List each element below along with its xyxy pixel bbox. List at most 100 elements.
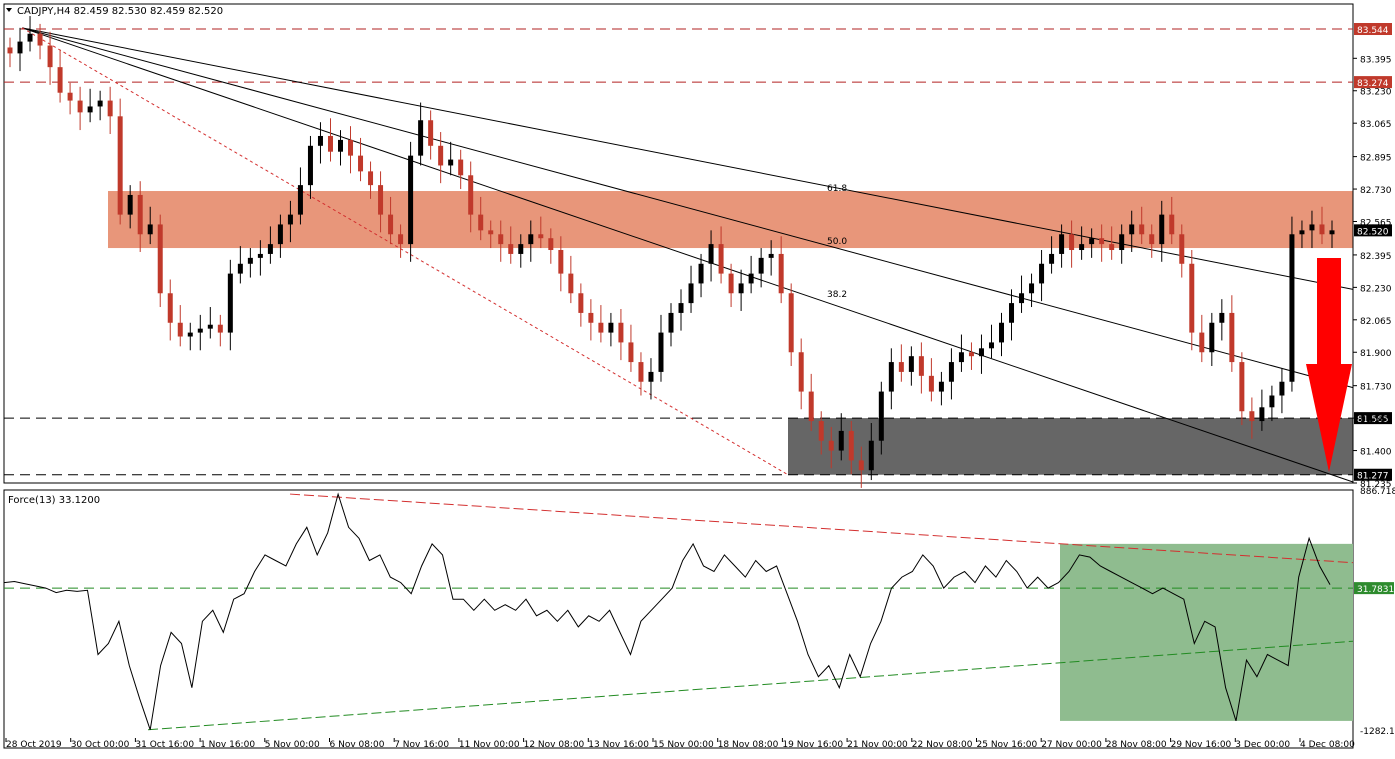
candle-body xyxy=(968,352,974,357)
candle-body xyxy=(999,322,1004,343)
candle-body xyxy=(237,263,243,274)
candle-body xyxy=(1249,411,1255,422)
level-label: 81.565 xyxy=(1357,415,1389,425)
price-tick-label: 82.065 xyxy=(1360,317,1392,327)
candle-body xyxy=(1049,253,1055,264)
candle-body xyxy=(438,145,444,166)
candle-body xyxy=(47,45,53,68)
candle-body xyxy=(17,41,23,54)
candle-body xyxy=(428,120,434,146)
fib-label: 61.8 xyxy=(827,184,847,194)
candle-body xyxy=(1039,263,1045,284)
candle-body xyxy=(1079,244,1085,251)
candle-body xyxy=(688,283,694,304)
candle-body xyxy=(277,224,283,245)
candle-body xyxy=(358,155,364,172)
x-tick-label: 28 Oct 2019 xyxy=(6,740,62,750)
candle-body xyxy=(1279,381,1285,396)
candle-body xyxy=(478,214,484,231)
fib-label: 38.2 xyxy=(827,290,847,300)
x-tick-label: 6 Nov 08:00 xyxy=(330,740,385,750)
candle-body xyxy=(408,155,414,245)
candle-body xyxy=(548,238,554,251)
candle-body xyxy=(1269,395,1275,408)
candle-body xyxy=(458,159,464,176)
x-tick-label: 18 Nov 08:00 xyxy=(718,740,779,750)
fib-line-61 xyxy=(21,27,1354,290)
price-tick-label: 81.235 xyxy=(1360,480,1392,490)
force-zone xyxy=(1060,543,1353,721)
force-value-label: 31.7831 xyxy=(1357,585,1394,595)
candle-body xyxy=(1299,230,1305,235)
candle-body xyxy=(1089,238,1095,245)
candle-body xyxy=(1259,407,1265,422)
candle-body xyxy=(317,135,323,146)
candle-body xyxy=(257,253,263,258)
candle-body xyxy=(508,244,514,254)
level-label: 81.277 xyxy=(1357,472,1389,482)
symbol-header: CADJPY,H4 82.459 82.530 82.459 82.520 xyxy=(17,6,223,17)
candle-body xyxy=(1169,214,1175,235)
candle-body xyxy=(1309,224,1315,231)
x-tick-label: 15 Nov 00:00 xyxy=(653,740,714,750)
force-trend-green xyxy=(147,640,1354,731)
candle-body xyxy=(468,175,474,215)
candle-body xyxy=(498,234,504,245)
candle-body xyxy=(528,234,534,245)
collapse-icon xyxy=(6,8,12,12)
x-tick-label: 29 Nov 16:00 xyxy=(1171,740,1232,750)
candle-body xyxy=(748,273,754,284)
candle-body xyxy=(778,253,784,294)
candle-body xyxy=(668,312,674,333)
x-tick-label: 1 Nov 16:00 xyxy=(200,740,255,750)
candle-body xyxy=(1219,312,1225,323)
candle-body xyxy=(698,263,704,284)
candle-body xyxy=(858,460,864,471)
candle-body xyxy=(1149,234,1155,245)
candle-body xyxy=(107,100,113,117)
candle-body xyxy=(608,322,614,333)
candle-body xyxy=(388,214,394,235)
price-frame xyxy=(3,3,1354,484)
candle-body xyxy=(297,185,303,215)
candle-body xyxy=(988,342,994,349)
candle-body xyxy=(658,332,664,372)
candle-body xyxy=(1329,230,1335,235)
candle-body xyxy=(157,224,163,294)
candle-body xyxy=(307,145,313,186)
candle-body xyxy=(898,362,904,372)
price-tick-label: 81.565 xyxy=(1360,415,1392,425)
candle-body xyxy=(418,120,424,156)
arrow-shaft xyxy=(1317,258,1341,366)
x-tick-label: 7 Nov 16:00 xyxy=(394,740,449,750)
price-tick-label: 83.065 xyxy=(1360,120,1392,130)
fib-line-50 xyxy=(21,27,1354,389)
candle-body xyxy=(77,100,83,113)
price-tick-label: 82.730 xyxy=(1360,186,1392,196)
candle-body xyxy=(1229,312,1235,363)
price-tick-label: 83.230 xyxy=(1360,88,1392,98)
candle-body xyxy=(287,214,293,225)
x-tick-label: 11 Nov 00:00 xyxy=(459,740,520,750)
x-tick-label: 19 Nov 16:00 xyxy=(782,740,843,750)
candle-body xyxy=(1029,283,1035,294)
candle-body xyxy=(678,303,684,313)
x-tick-label: 4 Dec 08:00 xyxy=(1300,740,1355,750)
candle-body xyxy=(1009,303,1015,323)
price-tick-label: 81.730 xyxy=(1360,383,1392,393)
fib-line-38 xyxy=(21,27,1354,483)
x-tick-label: 25 Nov 16:00 xyxy=(977,740,1038,750)
x-tick-label: 3 Dec 00:00 xyxy=(1235,740,1290,750)
candle-body xyxy=(908,356,914,372)
x-tick-label: 22 Nov 08:00 xyxy=(912,740,973,750)
price-tick-label: 81.400 xyxy=(1360,448,1392,458)
candle-body xyxy=(117,116,123,215)
candle-body xyxy=(978,348,984,357)
price-tick-label: 82.895 xyxy=(1360,154,1392,164)
candle-body xyxy=(177,322,183,337)
candle-body xyxy=(868,440,874,471)
candle-body xyxy=(1319,224,1325,235)
candle-body xyxy=(738,283,744,294)
candle-body xyxy=(878,391,884,441)
